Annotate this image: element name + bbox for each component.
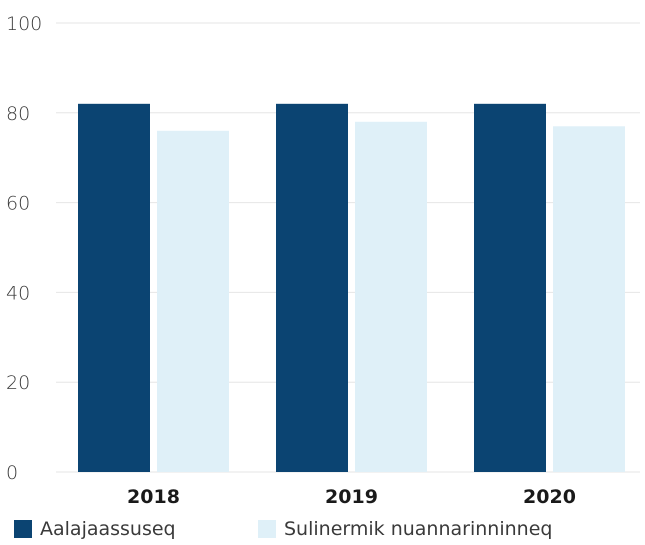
y-tick-label: 100 — [6, 13, 42, 35]
y-tick-label: 0 — [6, 462, 18, 484]
legend-label-1: Sulinermik nuannarinninneq — [284, 518, 553, 540]
y-tick-label: 80 — [6, 103, 30, 125]
bars — [78, 103, 625, 473]
bar-2020-series-0 — [474, 103, 546, 472]
legend-item-1: Sulinermik nuannarinninneq — [258, 518, 552, 540]
bar-2019-series-1 — [355, 121, 427, 472]
legend-label-0: Aalajaassuseq — [40, 518, 176, 540]
x-axis-categories: 2018 2019 2020 — [127, 486, 576, 508]
y-tick-label: 20 — [6, 372, 30, 394]
y-axis-ticks: 0 20 40 60 80 100 — [6, 13, 42, 484]
x-category-label: 2019 — [325, 486, 378, 508]
bar-2019-series-0 — [276, 103, 348, 472]
x-category-label: 2018 — [127, 486, 180, 508]
legend-swatch-0 — [14, 520, 32, 538]
bar-2020-series-1 — [553, 126, 625, 473]
legend-item-0: Aalajaassuseq — [14, 518, 176, 540]
bar-2018-series-0 — [78, 103, 150, 472]
legend-swatch-1 — [258, 520, 276, 538]
bar-2018-series-1 — [157, 130, 229, 472]
y-tick-label: 40 — [6, 282, 30, 304]
x-category-label: 2020 — [523, 486, 576, 508]
y-tick-label: 60 — [6, 193, 30, 215]
